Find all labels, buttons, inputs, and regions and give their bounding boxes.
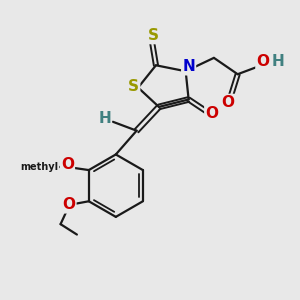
Text: O: O [256, 54, 269, 69]
Text: N: N [182, 59, 195, 74]
Text: O: O [61, 157, 74, 172]
Text: H: H [272, 54, 284, 69]
Text: H: H [98, 111, 111, 126]
Text: methyl: methyl [21, 162, 59, 172]
Text: O: O [221, 95, 234, 110]
Text: S: S [128, 79, 139, 94]
Text: S: S [148, 28, 158, 43]
Text: O: O [62, 197, 75, 212]
Text: O: O [205, 106, 218, 121]
